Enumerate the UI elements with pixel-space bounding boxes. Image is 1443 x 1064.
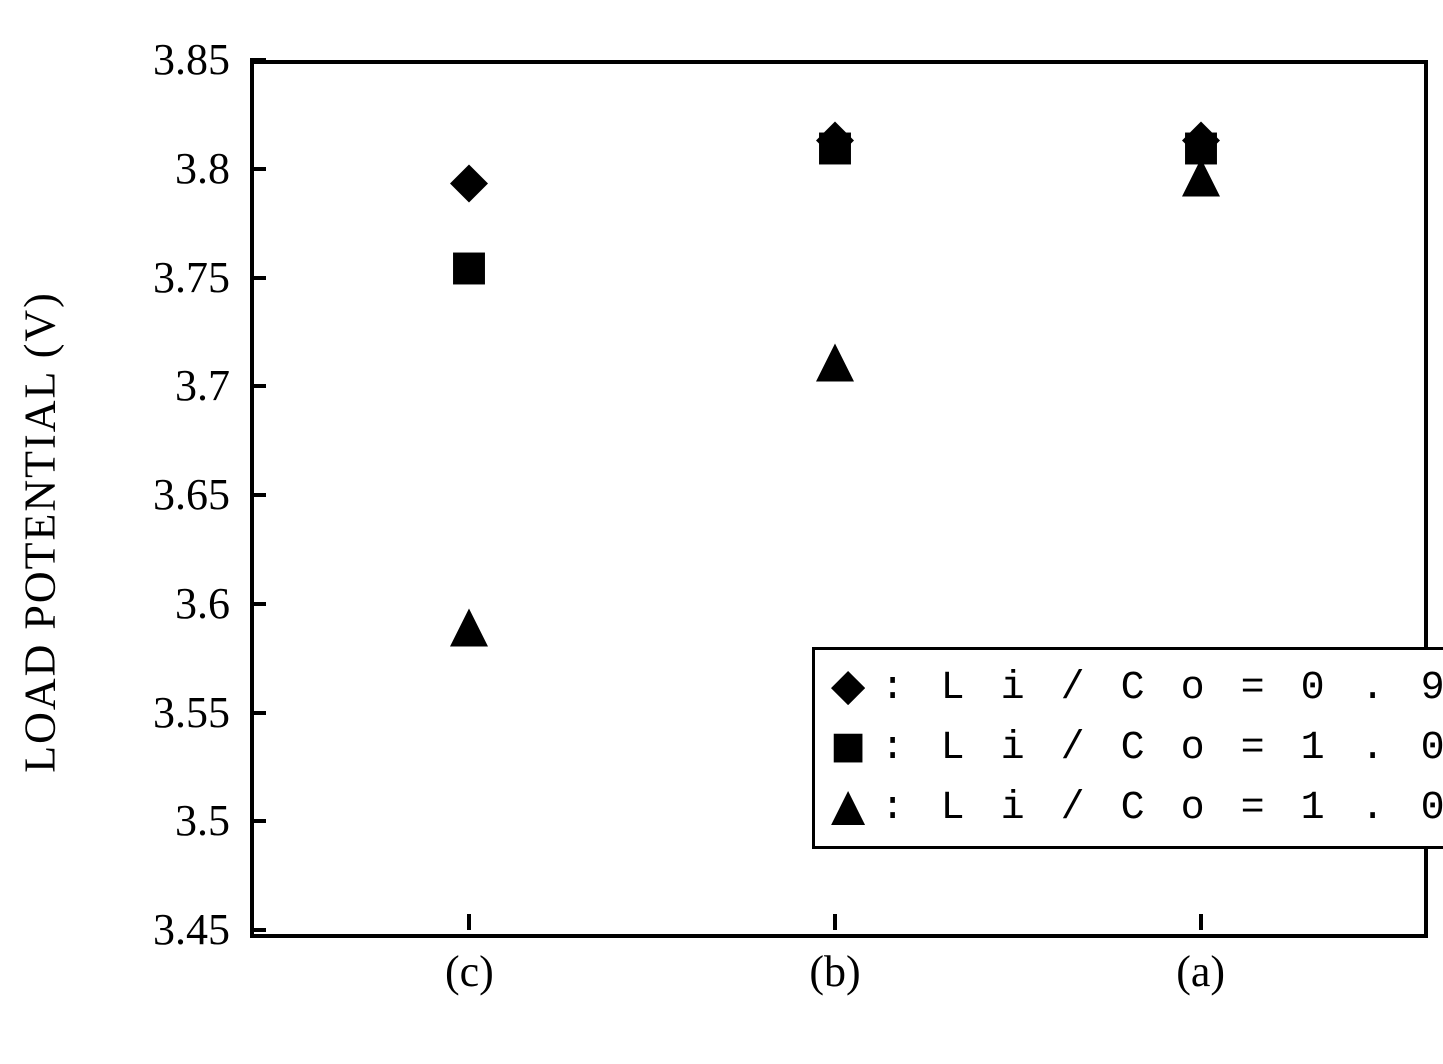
data-point: [1182, 158, 1220, 201]
ytick-label: 3.6: [175, 578, 230, 629]
ytick-label: 3.65: [153, 469, 230, 520]
ytick-label: 3.5: [175, 795, 230, 846]
ytick-mark: [250, 167, 266, 171]
xtick-mark: [833, 914, 837, 930]
data-point: [816, 130, 854, 173]
ytick-mark: [250, 928, 266, 932]
ytick-label: 3.55: [153, 687, 230, 738]
xtick-mark: [1199, 914, 1203, 930]
xtick-label: (a): [1176, 946, 1225, 997]
ytick-label: 3.7: [175, 360, 230, 411]
legend-label: : L i / C o = 0 . 9 8 1: [881, 666, 1443, 711]
ytick-label: 3.8: [175, 143, 230, 194]
data-point: [816, 343, 854, 386]
ytick-mark: [250, 711, 266, 715]
legend: : L i / C o = 0 . 9 8 1 : L i / C o = 1 .…: [812, 647, 1443, 849]
ytick-label: 3.85: [153, 34, 230, 85]
triangle-icon: [827, 791, 869, 825]
data-point: [450, 165, 488, 208]
y-axis-label: LOAD POTENTIAL (V): [15, 291, 66, 773]
xtick-label: (b): [809, 946, 860, 997]
xtick-mark: [467, 914, 471, 930]
ytick-mark: [250, 384, 266, 388]
data-point: [450, 249, 488, 292]
legend-item: : L i / C o = 1 . 0 0 1: [827, 718, 1443, 778]
ytick-mark: [250, 602, 266, 606]
legend-item: : L i / C o = 1 . 0 1 1: [827, 778, 1443, 838]
legend-label: : L i / C o = 1 . 0 0 1: [881, 726, 1443, 771]
ytick-mark: [250, 276, 266, 280]
diamond-icon: [827, 671, 869, 705]
legend-item: : L i / C o = 0 . 9 8 1: [827, 658, 1443, 718]
ytick-label: 3.75: [153, 252, 230, 303]
data-point: [450, 608, 488, 651]
ytick-label: 3.45: [153, 904, 230, 955]
ytick-mark: [250, 493, 266, 497]
chart-container: LOAD POTENTIAL (V) 3.453.53.553.63.653.7…: [20, 20, 1443, 1044]
square-icon: [827, 731, 869, 765]
ytick-mark: [250, 58, 266, 62]
xtick-label: (c): [445, 946, 494, 997]
legend-label: : L i / C o = 1 . 0 1 1: [881, 786, 1443, 831]
ytick-mark: [250, 819, 266, 823]
